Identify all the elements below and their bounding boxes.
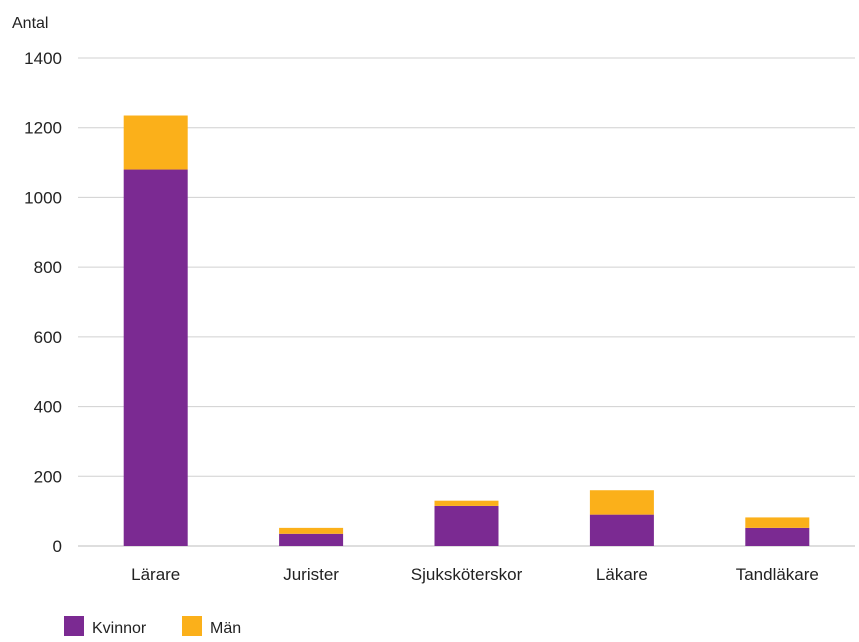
bar-kvinnor-2 <box>434 505 499 546</box>
y-tick-label: 800 <box>34 258 62 277</box>
y-tick-label: 1200 <box>24 119 62 138</box>
bar-man-3 <box>589 490 654 515</box>
legend-swatch-kvinnor <box>64 616 84 636</box>
x-category-label: Sjuksköterskor <box>411 565 523 584</box>
x-category-label: Tandläkare <box>736 565 819 584</box>
bar-man-4 <box>745 517 810 528</box>
legend-label-man: Män <box>210 620 241 637</box>
y-tick-label: 400 <box>34 398 62 417</box>
bar-man-2 <box>434 500 499 506</box>
x-category-label: Jurister <box>283 565 339 584</box>
bar-man-0 <box>123 115 188 170</box>
y-axis-ticks: 0 200 400 600 800 1000 1200 1400 <box>24 49 62 556</box>
x-axis-labels: Lärare Jurister Sjuksköterskor Läkare Tandlä… <box>131 565 819 584</box>
bar-kvinnor-4 <box>745 527 810 546</box>
y-axis-title: Antal <box>12 15 48 32</box>
legend-swatch-man <box>182 616 202 636</box>
y-tick-label: 0 <box>53 537 62 556</box>
y-tick-label: 1000 <box>24 188 62 207</box>
y-tick-label: 600 <box>34 328 62 347</box>
y-tick-label: 1400 <box>24 49 62 68</box>
y-tick-label: 200 <box>34 467 62 486</box>
gridlines <box>78 57 855 547</box>
bar-kvinnor-1 <box>279 533 344 546</box>
bar-man-1 <box>279 527 344 534</box>
x-category-label: Lärare <box>131 565 180 584</box>
x-category-label: Läkare <box>596 565 648 584</box>
bar-kvinnor-3 <box>589 514 654 546</box>
legend-label-kvinnor: Kvinnor <box>92 620 147 637</box>
bar-kvinnor-0 <box>123 169 188 547</box>
legend: Kvinnor Män <box>64 616 241 637</box>
bars <box>123 115 810 547</box>
